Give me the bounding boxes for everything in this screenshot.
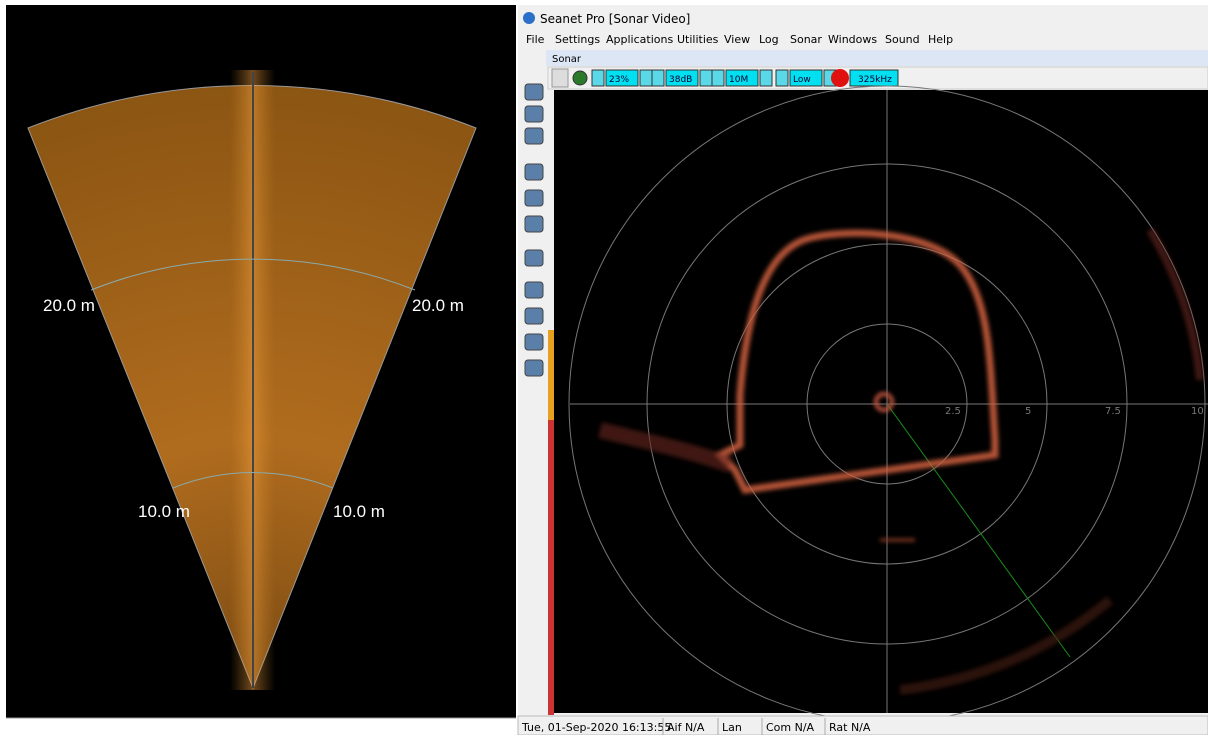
tool-icon[interactable] xyxy=(524,163,544,181)
side-toolbar xyxy=(524,83,544,377)
decrease-button[interactable] xyxy=(651,69,665,87)
status-field: Lan xyxy=(722,721,742,734)
tab[interactable]: Sonar xyxy=(552,54,582,65)
range-arc xyxy=(90,258,416,291)
tool-icon[interactable] xyxy=(524,83,544,101)
ring-label: 5 xyxy=(1025,406,1031,417)
toolbar-value: 23% xyxy=(609,75,629,85)
status-field: Tue, 01-Sep-2020 16:13:55 xyxy=(521,721,671,734)
value-field xyxy=(725,69,759,87)
range-label: 20.0 m xyxy=(412,296,464,315)
menu-item[interactable]: Sound xyxy=(885,33,920,46)
menu-item[interactable]: View xyxy=(724,33,750,46)
sonar-returns xyxy=(598,227,1204,695)
range-label: 10.0 m xyxy=(333,502,385,521)
increase-button[interactable] xyxy=(699,69,713,87)
decrease-button[interactable] xyxy=(775,69,789,87)
window-title: Seanet Pro [Sonar Video] xyxy=(540,12,690,26)
tool-icon[interactable] xyxy=(524,307,544,325)
tool-icon[interactable] xyxy=(524,189,544,207)
status-field: Com N/A xyxy=(766,721,815,734)
menu-item[interactable]: Sonar xyxy=(790,33,822,46)
heading-line xyxy=(886,403,1071,658)
decrease-button[interactable] xyxy=(711,69,725,87)
sonar-display xyxy=(554,90,1208,713)
tab-strip xyxy=(546,50,1208,66)
tool-icon[interactable] xyxy=(524,215,544,233)
tool-icon[interactable] xyxy=(524,281,544,299)
value-field xyxy=(665,69,699,87)
menu-item[interactable]: Utilities xyxy=(677,33,719,46)
range-arc xyxy=(172,472,334,489)
button[interactable] xyxy=(551,68,569,88)
button[interactable] xyxy=(572,70,588,86)
status-field: Rat N/A xyxy=(829,721,871,734)
tool-icon[interactable] xyxy=(524,359,544,377)
increase-button[interactable] xyxy=(639,69,653,87)
decrease-button[interactable] xyxy=(591,69,605,87)
tool-icon[interactable] xyxy=(524,333,544,351)
menu-item[interactable]: Applications xyxy=(606,33,673,46)
ring-label: 10 xyxy=(1191,406,1204,417)
app-icon xyxy=(523,12,535,24)
ring-label: 2.5 xyxy=(945,406,961,417)
range-label: 10.0 m xyxy=(138,502,190,521)
increase-button[interactable] xyxy=(759,69,773,87)
toolbar-value: 325kHz xyxy=(858,75,892,85)
tool-icon[interactable] xyxy=(524,249,544,267)
value-field xyxy=(605,69,639,87)
toolbar-controls: 23% 38dB 10M Low 325kHz xyxy=(551,68,899,88)
menu-item[interactable]: Windows xyxy=(828,33,877,46)
tool-icon[interactable] xyxy=(524,105,544,123)
toolbar-value: 10M xyxy=(729,75,748,85)
toolbar-value: 38dB xyxy=(669,75,692,85)
menu-item[interactable]: Log xyxy=(759,33,779,46)
record-button[interactable] xyxy=(831,69,849,87)
level-bar-top xyxy=(548,330,554,420)
menu-item[interactable]: Help xyxy=(928,33,953,46)
level-bar xyxy=(548,330,554,715)
menu-bar: File Settings Applications Utilities View Log… xyxy=(526,33,953,46)
tool-icon[interactable] xyxy=(524,127,544,145)
range-label: 20.0 m xyxy=(43,296,95,315)
menu-item[interactable]: File xyxy=(526,33,545,46)
menu-item[interactable]: Settings xyxy=(555,33,600,46)
toolbar-value: Low xyxy=(793,75,811,85)
status-field: Aif N/A xyxy=(667,721,705,734)
value-field xyxy=(789,69,823,87)
ring-label: 7.5 xyxy=(1105,406,1121,417)
